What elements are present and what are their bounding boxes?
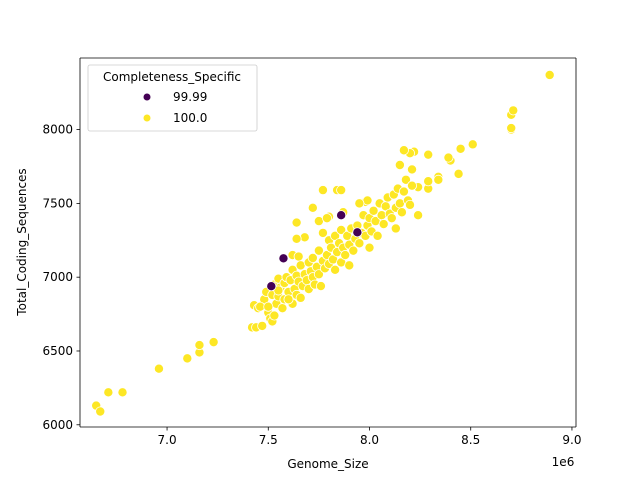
x-ticks: 7.0 7.5 8.0 8.5 9.0	[158, 427, 581, 447]
data-point	[398, 145, 409, 156]
data-point	[295, 292, 306, 303]
data-point	[344, 260, 355, 271]
y-tick-label: 7000	[42, 270, 73, 284]
data-point	[307, 252, 318, 263]
data-point	[257, 320, 268, 331]
data-point	[364, 242, 375, 253]
data-point	[368, 205, 379, 216]
data-point	[291, 217, 302, 228]
x-offset-label: 1e6	[552, 455, 575, 469]
data-point	[453, 168, 464, 179]
data-point	[348, 245, 359, 256]
data-point	[313, 269, 324, 280]
data-point	[269, 310, 280, 321]
data-point	[376, 210, 387, 221]
data-point	[544, 69, 555, 80]
data-point	[390, 223, 401, 234]
data-point	[386, 213, 397, 224]
data-point	[283, 294, 294, 305]
data-point	[396, 207, 407, 218]
legend-box	[87, 64, 258, 132]
data-point	[394, 160, 405, 171]
data-point	[443, 152, 454, 163]
data-point	[423, 149, 434, 160]
y-tick-label: 7500	[42, 196, 73, 210]
x-tick-label: 8.0	[360, 433, 379, 447]
data-point	[315, 281, 326, 292]
data-point	[340, 250, 351, 261]
x-tick-label: 7.0	[158, 433, 177, 447]
data-point	[413, 210, 424, 221]
legend-marker-100	[143, 114, 151, 122]
data-point	[291, 233, 302, 244]
data-point	[208, 337, 219, 348]
data-point	[313, 245, 324, 256]
data-point	[433, 174, 444, 185]
data-point	[506, 123, 517, 134]
legend-title: Completeness_Specific	[103, 70, 241, 84]
data-point	[330, 264, 341, 275]
axes	[79, 57, 577, 428]
data-point	[354, 238, 365, 249]
data-point	[307, 202, 318, 213]
data-point	[336, 210, 347, 221]
y-ticks: 6000 6500 7000 7500 8000	[42, 123, 80, 432]
legend-marker-99-99	[143, 93, 151, 101]
legend-label-100: 100.0	[173, 111, 207, 125]
data-point	[117, 387, 128, 398]
data-point	[95, 406, 106, 417]
y-tick-label: 8000	[42, 123, 73, 137]
data-point	[153, 363, 164, 374]
data-point	[400, 174, 411, 185]
data-point	[423, 176, 434, 187]
legend: Completeness_Specific 99.99 100.0	[87, 64, 258, 132]
data-point	[508, 105, 519, 116]
data-point	[194, 340, 205, 351]
data-point	[404, 199, 415, 210]
data-point	[354, 198, 365, 209]
data-point	[467, 139, 478, 150]
data-points	[91, 69, 555, 417]
data-point	[103, 387, 114, 398]
data-point	[455, 143, 466, 154]
data-point	[299, 232, 310, 243]
data-point	[407, 180, 418, 191]
data-point	[336, 185, 347, 196]
legend-label-99-99: 99.99	[173, 90, 207, 104]
data-point	[182, 353, 193, 364]
data-point	[278, 253, 289, 264]
x-tick-label: 7.5	[259, 433, 278, 447]
data-point	[293, 251, 304, 262]
y-tick-label: 6000	[42, 418, 73, 432]
data-point	[321, 213, 332, 224]
data-point	[398, 186, 409, 197]
data-point	[277, 303, 288, 314]
data-point	[352, 227, 363, 238]
data-point	[263, 301, 274, 312]
x-tick-label: 9.0	[562, 433, 581, 447]
x-axis-label: Genome_Size	[287, 457, 368, 471]
data-point	[372, 230, 383, 241]
data-point	[317, 185, 328, 196]
y-axis-label: Total_Coding_Sequences	[15, 168, 29, 316]
y-tick-label: 6500	[42, 344, 73, 358]
data-point	[317, 227, 328, 238]
data-point	[407, 164, 418, 175]
x-tick-label: 8.5	[461, 433, 480, 447]
data-point	[378, 219, 389, 230]
data-point	[336, 224, 347, 235]
data-point	[266, 281, 277, 292]
